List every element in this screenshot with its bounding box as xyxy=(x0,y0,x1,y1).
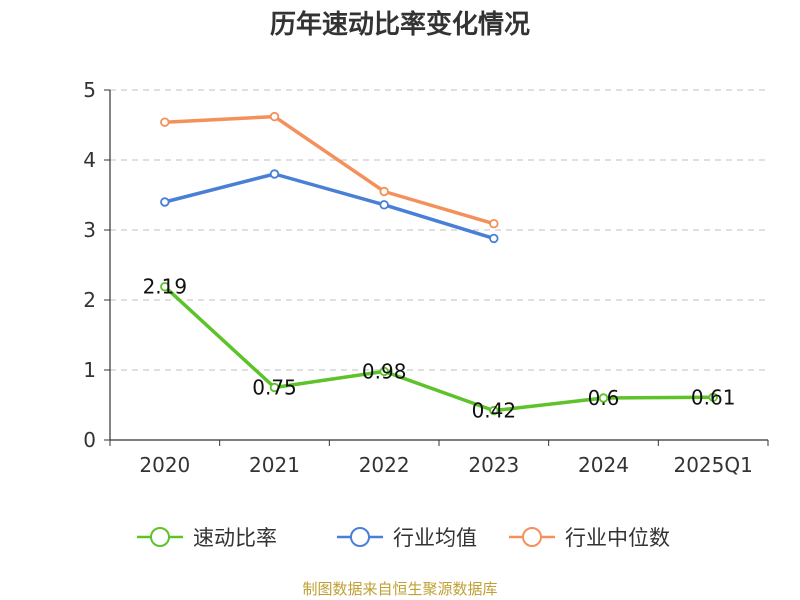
data-point xyxy=(269,111,280,122)
legend-label: 行业中位数 xyxy=(565,526,670,550)
data-point xyxy=(269,169,280,179)
x-tick-label: 2025Q1 xyxy=(673,453,752,477)
data-point xyxy=(379,366,389,377)
data-point xyxy=(269,382,280,393)
data-label: 0.75 xyxy=(252,376,297,400)
data-labels: 2.19 0.75 0.98 0.42 0.6 0.61 xyxy=(143,275,736,423)
data-point xyxy=(489,233,499,244)
y-tick-label: 4 xyxy=(83,148,96,172)
data-label: 0.61 xyxy=(691,385,736,409)
legend-marker xyxy=(522,527,542,547)
data-point xyxy=(598,393,609,403)
data-point xyxy=(160,117,170,127)
x-tick-label: 2024 xyxy=(578,453,629,477)
legend-label: 行业均值 xyxy=(393,526,477,550)
y-tick-label: 3 xyxy=(83,218,96,242)
y-tick-label: 0 xyxy=(83,428,96,452)
data-point xyxy=(160,282,170,292)
series-line xyxy=(164,114,495,226)
data-point xyxy=(489,405,499,416)
data-label: 0.6 xyxy=(588,386,620,410)
x-tick-label: 2022 xyxy=(359,453,410,477)
data-point xyxy=(708,392,718,402)
y-tick-label: 2 xyxy=(83,288,96,312)
series-line xyxy=(164,172,495,241)
data-point xyxy=(379,186,389,197)
legend-marker xyxy=(350,527,370,547)
data-point xyxy=(160,197,170,207)
data-point xyxy=(379,200,389,210)
source-note: 制图数据来自恒生聚源数据库 xyxy=(302,580,497,598)
data-point xyxy=(489,218,499,229)
legend: 速动比率 行业均值 行业中位数 xyxy=(137,526,670,550)
x-tick-label: 2020 xyxy=(139,453,190,477)
x-tick-label: 2023 xyxy=(468,453,519,477)
y-tick-label: 1 xyxy=(83,358,96,382)
legend-marker xyxy=(150,527,170,547)
data-label: 0.42 xyxy=(472,399,517,423)
series-group xyxy=(160,111,718,416)
series-line xyxy=(163,285,714,413)
y-tick-label: 5 xyxy=(83,78,96,102)
data-label: 2.19 xyxy=(143,275,188,299)
chart-title: 历年速动比率变化情况 xyxy=(270,9,530,40)
data-label: 0.98 xyxy=(362,359,407,383)
legend-label: 速动比率 xyxy=(193,526,277,550)
x-tick-label: 2021 xyxy=(249,453,300,477)
axes: 0 1 2 3 4 5 2020 2021 2022 2023 2024 2025Q1 xyxy=(83,78,769,477)
